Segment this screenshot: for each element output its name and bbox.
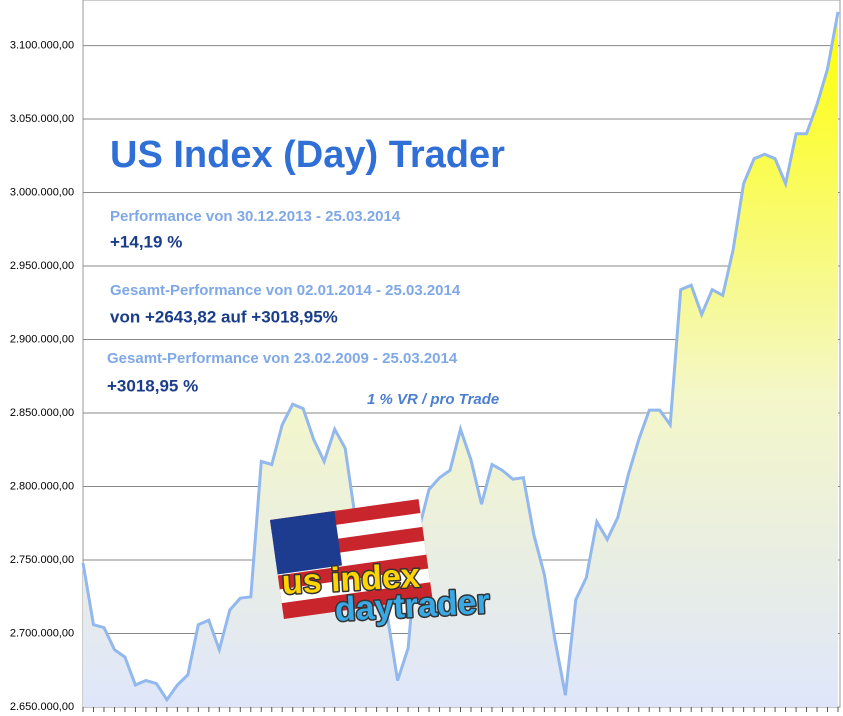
- logo: [270, 499, 433, 620]
- chart-title: US Index (Day) Trader: [110, 134, 505, 176]
- y-tick-label: 2.950.000,00: [10, 260, 74, 272]
- annotations: US Index (Day) Trader Performance von 30.…: [106, 132, 508, 631]
- y-tick-label: 2.700.000,00: [10, 627, 74, 639]
- y-tick-label: 2.800.000,00: [10, 480, 74, 492]
- annotation: 1 % VR / pro Trade: [367, 391, 499, 408]
- logo-text: us index: [281, 557, 421, 602]
- y-tick-label: 2.650.000,00: [10, 701, 74, 713]
- flag-canton: [270, 510, 343, 575]
- grid: 2.650.000,00 2.700.000,00 2.750.000,00 2.80…: [10, 39, 840, 713]
- annotation: Performance von 30.12.2013 - 25.03.2014: [110, 208, 401, 225]
- y-tick-label: 3.000.000,00: [10, 186, 74, 198]
- flag-stripe: [279, 568, 431, 604]
- logo-text: daytrader: [334, 583, 491, 629]
- series: [81, 11, 840, 712]
- y-tick-label: 3.050.000,00: [10, 113, 74, 125]
- annotation: Gesamt-Performance von 23.02.2009 - 25.0…: [107, 350, 458, 367]
- y-tick-label: 2.750.000,00: [10, 554, 74, 566]
- y-tick-label: 2.850.000,00: [10, 407, 74, 419]
- line: [81, 11, 840, 703]
- annotation: Gesamt-Performance von 02.01.2014 - 25.0…: [110, 282, 461, 299]
- annotation: +3018,95 %: [107, 376, 198, 395]
- area-fill: [83, 11, 838, 708]
- annotation: +14,19 %: [110, 232, 182, 251]
- annotation: von +2643,82 auf +3018,95%: [110, 307, 338, 326]
- y-tick-label: 3.100.000,00: [10, 39, 74, 51]
- y-tick-label: 2.900.000,00: [10, 333, 74, 345]
